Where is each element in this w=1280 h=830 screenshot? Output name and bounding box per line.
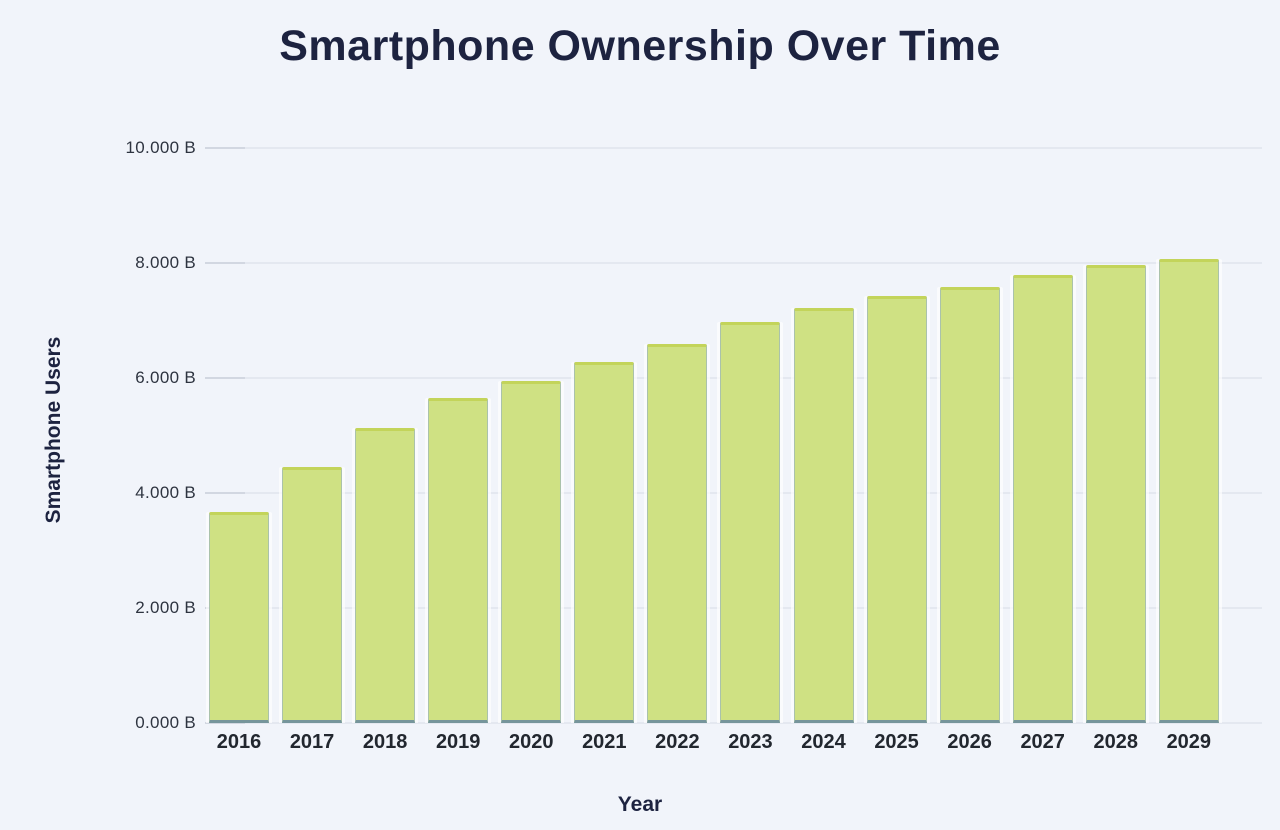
y-tick-label: 0.000 B — [135, 713, 196, 732]
x-tick-label: 2025 — [874, 731, 919, 753]
bar-2027[interactable] — [1012, 274, 1073, 723]
bar-2018[interactable] — [355, 428, 416, 723]
x-tick-label: 2027 — [1020, 731, 1065, 753]
bar-2020[interactable] — [501, 380, 562, 723]
y-tick-label: 8.000 B — [135, 253, 196, 272]
x-tick-label: 2029 — [1166, 731, 1212, 753]
bar-2017[interactable] — [282, 467, 343, 723]
bar-2019[interactable] — [428, 398, 489, 723]
y-axis-tick-labels: 0.000 B 2.000 B 4.000 B 6.000 B 8.000 B 10.00… — [0, 138, 196, 732]
x-tick-label: 2022 — [655, 731, 700, 753]
gridline — [205, 722, 1262, 724]
plot-area — [205, 147, 1262, 724]
x-tick-label: 2024 — [801, 731, 846, 753]
x-tick-label: 2023 — [728, 731, 773, 753]
gridline — [205, 147, 1262, 149]
x-tick-label: 2018 — [362, 731, 408, 753]
bars-row — [209, 148, 1219, 723]
x-tick-label: 2020 — [509, 731, 554, 753]
x-tick-label: 2017 — [289, 731, 335, 753]
y-tick-label: 4.000 B — [135, 483, 196, 502]
bar-2022[interactable] — [647, 343, 708, 723]
bar-2026[interactable] — [939, 286, 1000, 723]
x-tick-label: 2016 — [216, 731, 262, 753]
bar-2016[interactable] — [209, 511, 269, 723]
bar-2028[interactable] — [1085, 264, 1146, 723]
bar-2021[interactable] — [574, 362, 635, 723]
x-tick-label: 2019 — [435, 731, 481, 753]
y-tick-label: 6.000 B — [135, 368, 196, 387]
x-tick-label: 2026 — [947, 731, 992, 753]
y-tick-label: 2.000 B — [135, 598, 196, 617]
bar-2029[interactable] — [1158, 258, 1219, 723]
gridline — [205, 262, 1262, 264]
bar-2025[interactable] — [866, 296, 927, 723]
bar-2024[interactable] — [793, 308, 854, 723]
x-axis-title: Year — [617, 793, 663, 816]
y-tick-label: 10.000 B — [125, 138, 196, 157]
x-tick-label: 2028 — [1093, 731, 1139, 753]
x-axis-tick-labels: 2016 2017 2018 2019 2020 2021 2022 2023 2024 2025… — [209, 731, 1219, 754]
bar-2023[interactable] — [720, 322, 781, 723]
x-tick-label: 2021 — [582, 731, 627, 753]
chart-title: Smartphone Ownership Over Time — [279, 22, 1001, 70]
